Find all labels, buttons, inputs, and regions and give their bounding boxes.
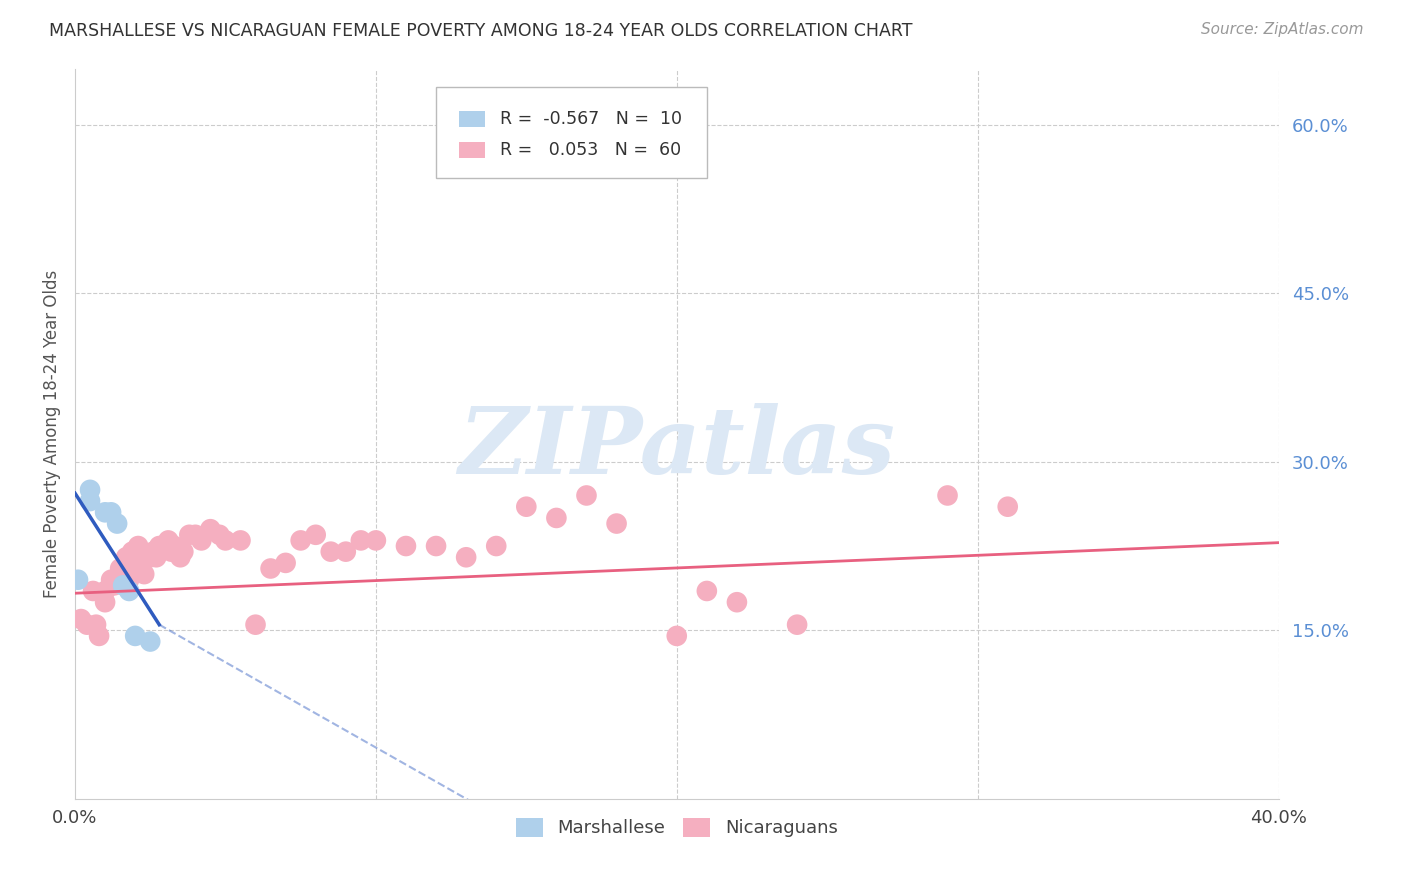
Point [115, 550, 138, 565]
FancyBboxPatch shape [458, 111, 485, 127]
Point [319, 544, 342, 558]
Point [997, 500, 1019, 514]
Point [163, 539, 186, 553]
Point [456, 550, 478, 565]
Text: R =   0.053   N =  60: R = 0.053 N = 60 [501, 141, 681, 160]
Text: ZIPatlas: ZIPatlas [458, 403, 896, 493]
Point [121, 544, 143, 558]
Point [350, 533, 373, 548]
Point [575, 488, 598, 502]
Point [208, 528, 231, 542]
Point [66, 573, 89, 587]
Point [94, 584, 117, 599]
FancyBboxPatch shape [458, 143, 485, 159]
Point [200, 522, 222, 536]
Point [305, 528, 328, 542]
Point [118, 573, 141, 587]
Point [606, 516, 628, 531]
Text: Source: ZipAtlas.com: Source: ZipAtlas.com [1201, 22, 1364, 37]
Point [100, 505, 122, 519]
Legend: Marshallese, Nicaraguans: Marshallese, Nicaraguans [509, 811, 845, 845]
Point [148, 539, 170, 553]
Point [108, 561, 131, 575]
Point [139, 634, 162, 648]
Point [118, 584, 141, 599]
Point [485, 539, 508, 553]
Point [190, 533, 212, 548]
Point [79, 494, 101, 508]
Point [124, 556, 146, 570]
Point [136, 550, 159, 565]
Text: R =  -0.567   N =  10: R = -0.567 N = 10 [501, 110, 682, 128]
Point [94, 505, 117, 519]
Point [425, 539, 447, 553]
Point [145, 550, 167, 565]
Point [129, 550, 152, 565]
Point [936, 488, 959, 502]
Point [139, 550, 162, 565]
Point [259, 561, 281, 575]
Point [100, 573, 122, 587]
Point [160, 544, 183, 558]
Point [70, 612, 93, 626]
Point [229, 533, 252, 548]
Point [76, 617, 98, 632]
Point [134, 567, 156, 582]
Point [127, 539, 149, 553]
Point [118, 567, 141, 582]
Point [103, 578, 125, 592]
Point [124, 629, 146, 643]
Point [786, 617, 808, 632]
Point [290, 533, 312, 548]
Point [179, 528, 201, 542]
Point [157, 533, 180, 548]
Point [335, 544, 357, 558]
Point [214, 533, 236, 548]
Point [112, 578, 135, 592]
Point [395, 539, 418, 553]
Point [172, 544, 194, 558]
Y-axis label: Female Poverty Among 18-24 Year Olds: Female Poverty Among 18-24 Year Olds [44, 269, 60, 598]
Point [169, 550, 191, 565]
Point [184, 528, 207, 542]
Point [155, 539, 177, 553]
Point [274, 556, 297, 570]
FancyBboxPatch shape [436, 87, 707, 178]
Point [87, 629, 110, 643]
Point [84, 617, 107, 632]
Point [105, 516, 128, 531]
Point [245, 617, 267, 632]
Point [546, 511, 568, 525]
Point [112, 567, 135, 582]
Text: MARSHALLESE VS NICARAGUAN FEMALE POVERTY AMONG 18-24 YEAR OLDS CORRELATION CHART: MARSHALLESE VS NICARAGUAN FEMALE POVERTY… [49, 22, 912, 40]
Point [79, 483, 101, 497]
Point [515, 500, 537, 514]
Point [142, 544, 165, 558]
Point [665, 629, 688, 643]
Point [725, 595, 748, 609]
Point [94, 595, 117, 609]
Point [364, 533, 387, 548]
Point [82, 584, 104, 599]
Point [696, 584, 718, 599]
